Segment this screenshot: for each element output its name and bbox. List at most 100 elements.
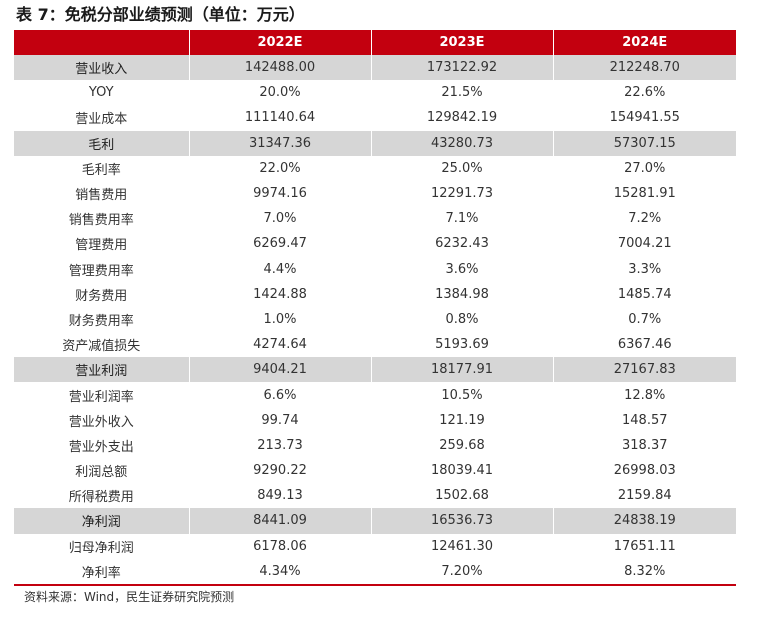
cell-value: 7.0% (188, 206, 371, 232)
cell-value: 12.8% (552, 382, 736, 408)
row-label: 营业外支出 (68, 439, 134, 455)
cell-value: 99.74 (188, 407, 371, 433)
row-label: 营业利润率 (68, 389, 134, 405)
table-row: 管理费用率 4.4% 3.6% 3.3% (14, 256, 736, 282)
table-row: 营业外收入 99.74 121.19 148.57 (14, 407, 736, 433)
row-label: 毛利 (14, 130, 189, 156)
cell-value: 4274.64 (188, 332, 371, 358)
cell-value: 5193.69 (370, 332, 553, 358)
header-year-2023: 2023E (370, 30, 553, 55)
table-row: 销售费用率 7.0% 7.1% 7.2% (14, 206, 736, 232)
table-row: 资产减值损失 4274.64 5193.69 6367.46 (14, 332, 736, 358)
cell-value: 0.8% (370, 306, 553, 333)
row-label: 净利率 (14, 558, 189, 586)
row-label: 财务费用率 (68, 313, 134, 329)
cell-value: 6.6% (188, 382, 371, 408)
cell-value: 17651.11 (552, 533, 736, 559)
table-row: 管理费用 6269.47 6232.43 7004.21 (14, 231, 736, 257)
table-row: 财务费用 1424.88 1384.98 1485.74 (14, 281, 736, 307)
forecast-table: 2022E 2023E 2024E 营业收入 142488.00 173122.92… (14, 30, 736, 586)
cell-value: 8.32% (552, 558, 736, 586)
table-row: 营业利润 9404.21 18177.91 27167.83 (14, 357, 736, 383)
cell-value: 318.37 (552, 432, 736, 458)
table-title: 表 7：免税分部业绩预测（单位：万元） (16, 5, 305, 24)
cell-value: 7.20% (370, 558, 553, 586)
cell-value: 849.13 (188, 483, 371, 509)
row-label: 财务费用 (75, 288, 128, 304)
cell-value: 21.5% (370, 80, 553, 106)
cell-value: 20.0% (188, 80, 371, 106)
table-row: 归母净利润 6178.06 12461.30 17651.11 (14, 533, 736, 559)
cell-value: 9974.16 (188, 180, 371, 207)
cell-value: 27167.83 (552, 357, 736, 383)
cell-value: 121.19 (370, 407, 553, 433)
cell-value: 2159.84 (552, 483, 736, 509)
cell-value: 0.7% (552, 306, 736, 333)
row-label: YOY (88, 85, 114, 101)
cell-value: 16536.73 (370, 508, 553, 534)
cell-value: 26998.03 (552, 458, 736, 484)
cell-value: 1485.74 (552, 281, 736, 307)
table-row: 销售费用 9974.16 12291.73 15281.91 (14, 180, 736, 207)
cell-value: 1.0% (188, 306, 371, 333)
table-row: 营业收入 142488.00 173122.92 212248.70 (14, 55, 736, 81)
row-label: 利润总额 (75, 465, 128, 481)
row-label: 归母净利润 (68, 540, 134, 556)
table-row: 净利率 4.34% 7.20% 8.32% (14, 558, 736, 586)
row-label: 管理费用 (75, 238, 128, 254)
cell-value: 15281.91 (552, 180, 736, 207)
row-label: 销售费用 (75, 188, 128, 204)
header-year-2022: 2022E (188, 30, 371, 55)
cell-value: 1424.88 (188, 281, 371, 307)
table-row: 毛利 31347.36 43280.73 57307.15 (14, 130, 736, 156)
table-row: 营业利润率 6.6% 10.5% 12.8% (14, 382, 736, 408)
row-label: 管理费用率 (68, 263, 134, 279)
cell-value: 57307.15 (552, 130, 736, 156)
row-label: 营业外收入 (68, 414, 134, 430)
table-row: 毛利率 22.0% 25.0% 27.0% (14, 155, 736, 181)
cell-value: 24838.19 (552, 508, 736, 534)
cell-value: 3.3% (552, 256, 736, 282)
cell-value: 6232.43 (370, 231, 553, 257)
cell-value: 22.0% (188, 155, 371, 181)
cell-value: 25.0% (370, 155, 553, 181)
table-row: 所得税费用 849.13 1502.68 2159.84 (14, 483, 736, 509)
cell-value: 259.68 (370, 432, 553, 458)
table-row: 利润总额 9290.22 18039.41 26998.03 (14, 458, 736, 484)
cell-value: 4.4% (188, 256, 371, 282)
row-label: 营业收入 (14, 55, 189, 81)
cell-value: 31347.36 (188, 130, 371, 156)
cell-value: 18177.91 (370, 357, 553, 383)
cell-value: 1502.68 (370, 483, 553, 509)
cell-value: 10.5% (370, 382, 553, 408)
table-row: 营业外支出 213.73 259.68 318.37 (14, 432, 736, 458)
cell-value: 4.34% (188, 558, 371, 586)
cell-value: 12291.73 (370, 180, 553, 207)
table-row: YOY 20.0% 21.5% 22.6% (14, 80, 736, 106)
header-label-cell (14, 30, 189, 55)
cell-value: 6367.46 (552, 332, 736, 358)
cell-value: 27.0% (552, 155, 736, 181)
row-label: 毛利率 (81, 162, 121, 178)
cell-value: 9404.21 (188, 357, 371, 383)
source-note: 资料来源：Wind，民生证券研究院预测 (24, 590, 235, 604)
row-label: 营业成本 (75, 112, 128, 128)
cell-value: 6269.47 (188, 231, 371, 257)
cell-value: 12461.30 (370, 533, 553, 559)
cell-value: 212248.70 (552, 55, 736, 81)
cell-value: 9290.22 (188, 458, 371, 484)
row-label: 资产减值损失 (62, 339, 141, 355)
cell-value: 7004.21 (552, 231, 736, 257)
cell-value: 1384.98 (370, 281, 553, 307)
cell-value: 154941.55 (552, 105, 736, 131)
table-body: 营业收入 142488.00 173122.92 212248.70 YOY 20.0% 2… (14, 55, 736, 586)
cell-value: 129842.19 (370, 105, 553, 131)
row-label: 营业利润 (14, 357, 189, 383)
cell-value: 22.6% (552, 80, 736, 106)
cell-value: 213.73 (188, 432, 371, 458)
cell-value: 148.57 (552, 407, 736, 433)
cell-value: 6178.06 (188, 533, 371, 559)
cell-value: 43280.73 (370, 130, 553, 156)
table-row: 财务费用率 1.0% 0.8% 0.7% (14, 306, 736, 333)
cell-value: 7.1% (370, 206, 553, 232)
